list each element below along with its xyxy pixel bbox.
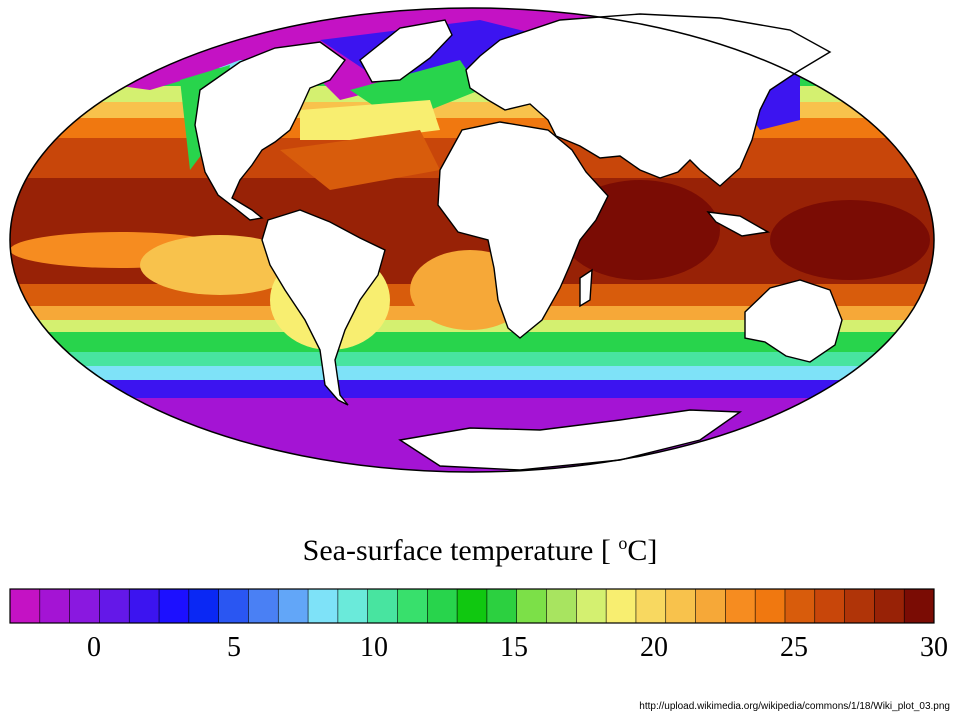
colorbar-segment — [784, 589, 816, 623]
colorbar-segment — [844, 589, 875, 623]
colorbar-tick-label: 0 — [87, 632, 101, 663]
indonesia-land — [706, 211, 771, 237]
colorbar-segment — [159, 589, 190, 623]
colorbar-segment — [337, 589, 369, 623]
australia-land — [744, 279, 843, 363]
eurasia-land — [465, 13, 832, 187]
colorbar-frame — [9, 588, 935, 624]
colorbar-segment — [308, 589, 339, 623]
colorbar-segment — [576, 589, 607, 623]
colorbar-segment — [874, 589, 905, 623]
colorbar-tick-label: 30 — [920, 632, 948, 663]
title-degree-symbol: o — [618, 533, 628, 553]
colorbar-segment — [516, 589, 548, 623]
title-unit: C] — [627, 534, 658, 567]
colorbar-segment — [218, 589, 249, 623]
colorbar-segment — [755, 589, 786, 623]
colorbar-segment — [486, 589, 518, 623]
colorbar-segment — [248, 589, 279, 623]
colorbar-segment — [397, 589, 428, 623]
colorbar-segment — [367, 589, 398, 623]
antarctica-land — [398, 409, 743, 471]
colorbar-segment — [10, 589, 41, 623]
colorbar-tick-label: 20 — [640, 632, 668, 663]
colorbar-segment — [546, 589, 577, 623]
south-america-land — [261, 209, 386, 406]
colorbar-segment — [278, 589, 309, 623]
colorbar-segment — [904, 589, 935, 623]
map-outline — [9, 7, 935, 473]
title-text: Sea-surface temperature [ — [302, 534, 619, 567]
africa-land — [437, 121, 609, 339]
colorbar-segment — [188, 589, 220, 623]
colorbar-segment — [606, 589, 637, 623]
colorbar-segment — [457, 589, 488, 623]
colorbar-segment — [635, 589, 667, 623]
colorbar-segment — [39, 589, 71, 623]
colorbar-tick-label: 25 — [780, 632, 808, 663]
colorbar-segment — [99, 589, 130, 623]
colorbar-segment — [814, 589, 846, 623]
map-title: Sea-surface temperature [ oC] — [0, 533, 960, 568]
north-america-land — [194, 41, 346, 221]
colorbar-segment — [665, 589, 697, 623]
colorbar-tick-label: 15 — [500, 632, 528, 663]
colorbar-segment — [695, 589, 726, 623]
colorbar-tick-label: 5 — [227, 632, 241, 663]
greenland-land — [359, 19, 453, 83]
colorbar-segment — [427, 589, 458, 623]
landmasses — [194, 13, 843, 471]
colorbar-segment — [725, 589, 756, 623]
madagascar-land — [579, 268, 593, 308]
colorbar-tick-label: 10 — [360, 632, 388, 663]
source-url: http://upload.wikimedia.org/wikipedia/co… — [639, 701, 950, 712]
colorbar-segment — [69, 589, 100, 623]
colorbar-segment — [129, 589, 160, 623]
